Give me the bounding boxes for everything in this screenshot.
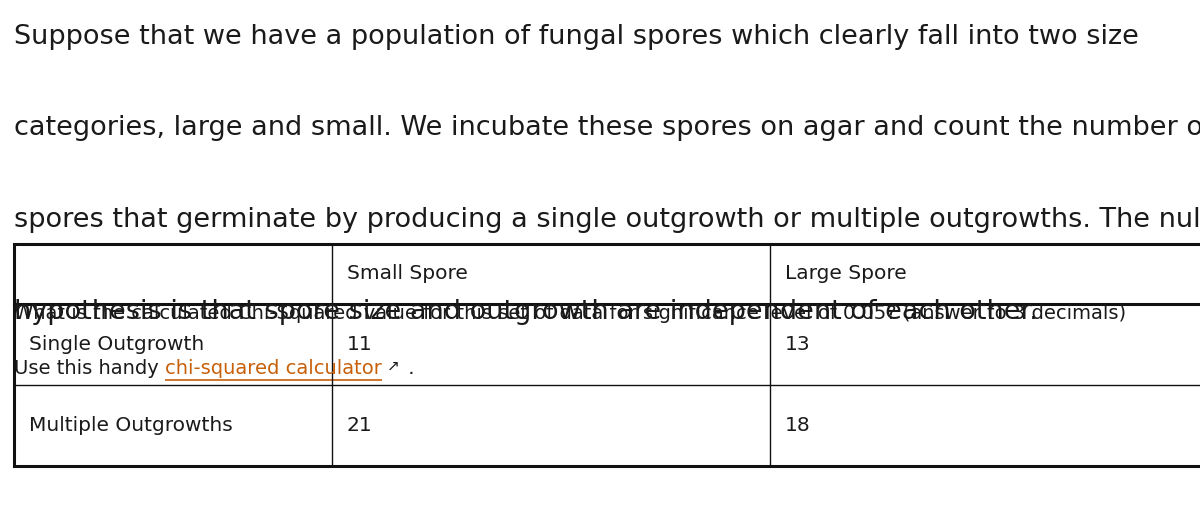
Text: 11: 11 [347,335,372,354]
Text: Small Spore: Small Spore [347,264,468,283]
Text: Use this handy: Use this handy [14,359,166,378]
Text: hypothesis is that spore size and outgrowth are independent of each other.: hypothesis is that spore size and outgro… [14,299,1038,325]
Text: spores that germinate by producing a single outgrowth or multiple outgrowths. Th: spores that germinate by producing a sin… [14,207,1200,233]
Text: categories, large and small. We incubate these spores on agar and count the numb: categories, large and small. We incubate… [14,115,1200,141]
Text: ↗: ↗ [388,359,400,374]
Text: .: . [402,359,415,378]
Text: Multiple Outgrowths: Multiple Outgrowths [29,416,233,435]
Text: Single Outgrowth: Single Outgrowth [29,335,204,354]
Text: 13: 13 [785,335,810,354]
Text: What is the calculated Chi-Squared value for this set of data for significance l: What is the calculated Chi-Squared value… [14,304,1127,323]
Text: 18: 18 [785,416,810,435]
Text: 21: 21 [347,416,372,435]
Text: Large Spore: Large Spore [785,264,906,283]
Text: Suppose that we have a population of fungal spores which clearly fall into two s: Suppose that we have a population of fun… [14,24,1139,50]
Text: chi-squared calculator: chi-squared calculator [166,359,383,378]
